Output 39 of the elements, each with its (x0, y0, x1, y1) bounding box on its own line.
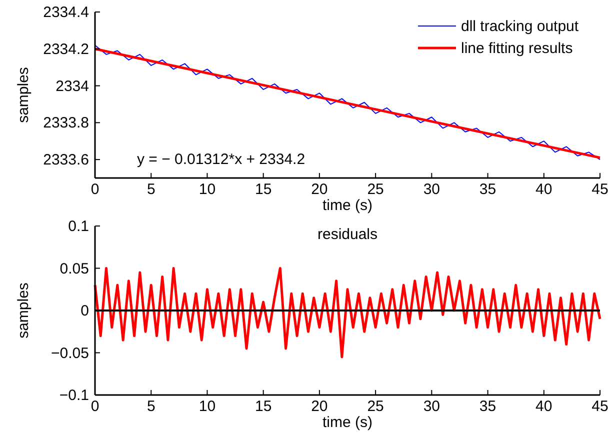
x-axis-title: time (s) (322, 197, 372, 214)
x-tick-label: 15 (254, 398, 272, 415)
y-tick-label: 0.1 (68, 218, 89, 235)
y-tick-label: 2333.6 (43, 152, 89, 169)
x-tick-label: 25 (367, 181, 384, 198)
x-tick-label: 0 (90, 398, 100, 415)
y-axis-title: samples (15, 282, 32, 338)
y-tick-label: 0 (80, 302, 89, 320)
y-tick-label: −0.1 (59, 387, 89, 404)
x-tick-label: 10 (198, 398, 216, 415)
legend-label: line fitting results (461, 40, 573, 57)
y-tick-label: 2333.8 (43, 114, 89, 132)
x-tick-label: 30 (423, 398, 440, 415)
x-tick-label: 45 (592, 398, 608, 415)
x-tick-label: 30 (423, 181, 440, 198)
y-tick-label: 2334.4 (43, 4, 89, 21)
legend-label: dll tracking output (461, 18, 580, 35)
y-tick-label: 0.05 (60, 260, 89, 278)
y-tick-label: 2334.2 (43, 40, 89, 58)
x-axis-title: time (s) (322, 414, 372, 431)
x-tick-label: 40 (536, 181, 552, 198)
x-tick-label: 40 (536, 398, 552, 415)
x-tick-label: 15 (254, 181, 272, 198)
y-tick-label: −0.05 (51, 344, 89, 362)
annotation: y = − 0.01312*x + 2334.2 (137, 151, 306, 168)
x-tick-label: 0 (90, 181, 100, 198)
y-tick-label: 2334 (56, 78, 89, 95)
x-tick-label: 35 (479, 181, 496, 198)
x-tick-label: 10 (198, 181, 216, 198)
x-tick-label: 35 (479, 398, 496, 415)
x-tick-label: 20 (311, 181, 328, 198)
line-series (94, 267, 602, 358)
x-tick-label: 25 (367, 398, 384, 415)
x-tick-label: 5 (146, 398, 156, 415)
y-axis-title: samples (15, 67, 32, 123)
x-tick-label: 45 (592, 181, 608, 198)
x-tick-label: 5 (146, 181, 156, 198)
chart-title: residuals (317, 226, 378, 243)
x-tick-label: 20 (311, 398, 328, 415)
